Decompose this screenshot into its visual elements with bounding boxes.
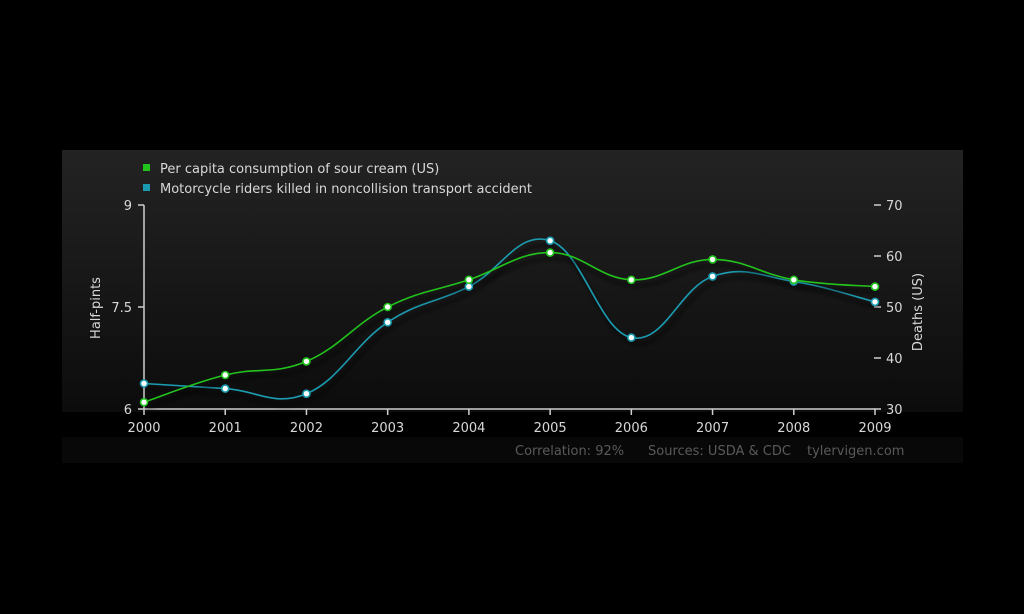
legend-swatch-sour-cream (143, 164, 150, 171)
legend-label-sour-cream: Per capita consumption of sour cream (US… (160, 162, 439, 177)
x-tick-label: 2007 (696, 421, 729, 436)
legend-swatch-motorcycle (143, 184, 150, 191)
chart-footer (62, 437, 963, 463)
legend: Per capita consumption of sour cream (US… (143, 162, 532, 197)
right-tick-label: 50 (886, 301, 903, 316)
left-tick-label: 6 (124, 403, 132, 418)
x-tick-label: 2000 (127, 421, 160, 436)
site-link[interactable]: tylervigen.com (807, 444, 904, 459)
data-point-1[interactable] (139, 379, 149, 388)
x-tick-label: 2009 (858, 421, 891, 436)
data-point-0[interactable] (545, 248, 555, 257)
sources-text: Sources: USDA & CDC (648, 444, 791, 459)
footer-text: Correlation: 92% Sources: USDA & CDC tyl… (515, 444, 904, 459)
data-point-0[interactable] (870, 282, 880, 291)
data-point-1[interactable] (464, 282, 474, 291)
x-tick-label: 2005 (534, 421, 567, 436)
x-tick-label: 2008 (777, 421, 810, 436)
data-point-1[interactable] (302, 389, 311, 399)
x-tick-label: 2003 (371, 421, 404, 436)
data-point-1[interactable] (383, 317, 392, 327)
data-point-0[interactable] (383, 302, 392, 312)
x-tick-label: 2002 (290, 421, 323, 436)
right-tick-label: 70 (886, 199, 903, 214)
right-tick-label: 60 (886, 250, 903, 265)
data-point-0[interactable] (627, 275, 636, 285)
data-point-1[interactable] (870, 297, 880, 307)
right-tick-label: 40 (886, 352, 903, 367)
series-line-0 (143, 251, 876, 403)
data-point-0[interactable] (789, 275, 799, 285)
data-point-1[interactable] (545, 236, 555, 245)
data-point-1[interactable] (627, 333, 636, 342)
right-axis-label: Deaths (US) (911, 273, 926, 351)
x-tick-label: 2001 (209, 421, 242, 436)
correlation-text: Correlation: 92% (515, 444, 624, 459)
left-tick-label: 7.5 (111, 301, 132, 316)
data-point-0[interactable] (302, 357, 311, 366)
legend-label-motorcycle: Motorcycle riders killed in noncollision… (160, 182, 532, 197)
x-tick-label: 2006 (615, 421, 648, 436)
data-point-0[interactable] (708, 255, 717, 264)
x-tick-label: 2004 (452, 421, 485, 436)
right-tick-label: 30 (886, 403, 903, 418)
chart-panel (62, 150, 963, 412)
data-point-1[interactable] (220, 384, 230, 393)
data-point-0[interactable] (139, 397, 149, 407)
data-point-1[interactable] (708, 272, 717, 281)
data-point-0[interactable] (464, 275, 474, 285)
series-line-1 (143, 238, 876, 400)
data-point-0[interactable] (220, 370, 230, 380)
left-tick-label: 9 (124, 199, 132, 214)
left-axis-label: Half-pints (89, 277, 104, 339)
